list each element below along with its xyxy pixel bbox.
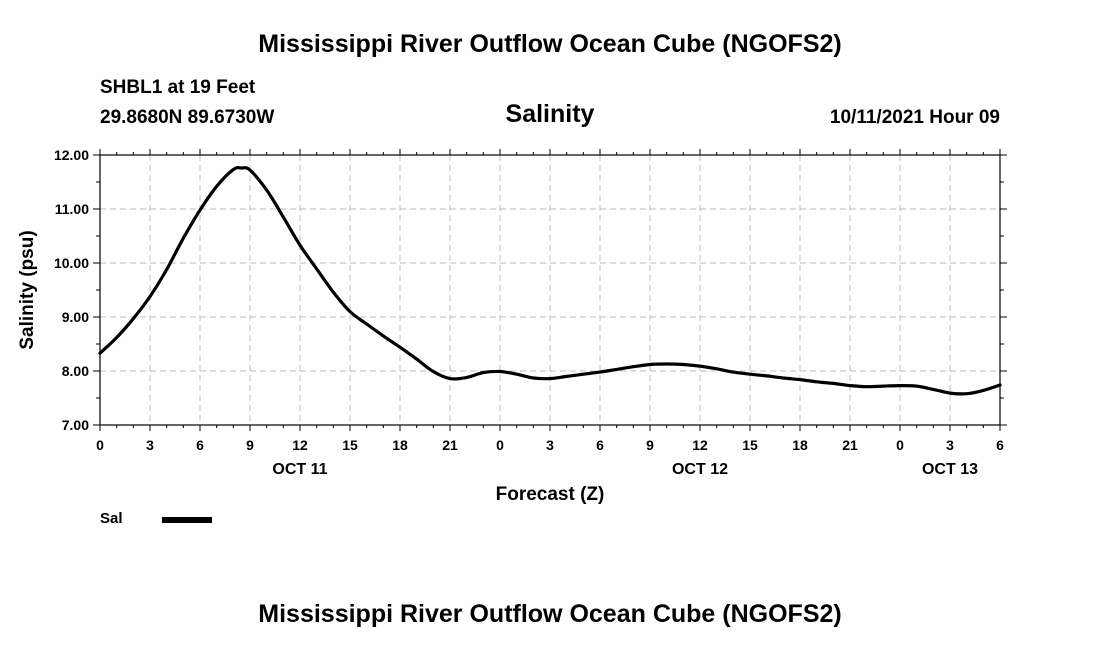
page-title: Mississippi River Outflow Ocean Cube (NG… xyxy=(258,30,842,58)
x-tick-label: 12 xyxy=(692,437,708,453)
axis-ticks xyxy=(93,149,1007,431)
y-tick-label: 10.00 xyxy=(54,255,89,271)
x-tick-label: 12 xyxy=(292,437,308,453)
x-tick-label: 18 xyxy=(792,437,808,453)
date-label: OCT 12 xyxy=(672,461,728,478)
footer-title: Mississippi River Outflow Ocean Cube (NG… xyxy=(258,600,842,628)
y-tick-label: 12.00 xyxy=(54,147,89,163)
x-tick-label: 0 xyxy=(96,437,104,453)
x-tick-label: 3 xyxy=(946,437,954,453)
salinity-series-line xyxy=(98,166,1002,396)
x-tick-label: 21 xyxy=(442,437,458,453)
x-tick-label: 15 xyxy=(342,437,358,453)
x-tick-label: 9 xyxy=(246,437,254,453)
x-tick-label: 3 xyxy=(146,437,154,453)
date-label: OCT 11 xyxy=(272,461,327,478)
x-tick-label: 0 xyxy=(896,437,904,453)
x-tick-label: 0 xyxy=(496,437,504,453)
legend-swatch xyxy=(162,517,212,523)
x-tick-label: 6 xyxy=(596,437,604,453)
tick-labels: 0 3 6 9 12 15 18 21 0 3 6 9 12 15 18 21 0 3 6 7.00 8.00 9.00 1… xyxy=(54,147,1004,478)
x-axis-label: Forecast (Z) xyxy=(496,484,605,505)
y-tick-label: 9.00 xyxy=(62,309,89,325)
station-coordinates: 29.8680N 89.6730W xyxy=(100,107,275,128)
chart-title: Salinity xyxy=(505,100,595,128)
y-tick-label: 8.00 xyxy=(62,363,89,379)
y-axis-label: Salinity (psu) xyxy=(17,230,38,349)
x-tick-label: 15 xyxy=(742,437,758,453)
y-tick-label: 7.00 xyxy=(62,417,89,433)
y-tick-label: 11.00 xyxy=(55,201,89,217)
date-label: OCT 13 xyxy=(922,461,978,478)
x-tick-label: 6 xyxy=(196,437,204,453)
station-label: SHBL1 at 19 Feet xyxy=(100,77,256,98)
x-tick-label: 9 xyxy=(646,437,654,453)
x-tick-label: 21 xyxy=(842,437,858,453)
x-tick-label: 3 xyxy=(546,437,554,453)
grid-lines xyxy=(100,155,1000,425)
legend-label: Sal xyxy=(100,510,123,527)
x-tick-label: 18 xyxy=(392,437,408,453)
x-tick-label: 6 xyxy=(996,437,1004,453)
forecast-datetime: 10/11/2021 Hour 09 xyxy=(829,107,1000,128)
